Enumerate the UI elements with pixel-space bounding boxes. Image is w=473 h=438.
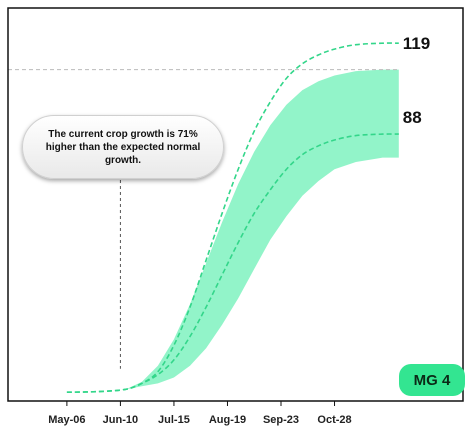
x-tick-label: Jul-15: [158, 414, 190, 426]
callout-text: The current crop growth is 71% higher th…: [45, 128, 201, 166]
band-area: [66, 69, 399, 393]
badge-label: MG 4: [413, 371, 451, 389]
series-layer: [66, 42, 399, 393]
growth-callout: The current crop growth is 71% higher th…: [22, 115, 224, 179]
x-tick-label: Aug-19: [209, 414, 246, 426]
x-tick-label: Sep-23: [263, 414, 299, 426]
x-tick-label: Oct-28: [317, 414, 351, 426]
mg-badge: MG 4: [399, 364, 465, 396]
reference-lines: [8, 69, 399, 369]
end-labels: 119 88: [403, 34, 430, 127]
series-end-label-2: 88: [403, 108, 422, 127]
series-line-2: [66, 133, 399, 393]
x-tick-label: Jun-10: [103, 414, 138, 426]
expected-range-band: [66, 69, 399, 393]
plot-frame: [7, 7, 464, 402]
x-axis: May-06 Jun-10 Jul-15 Aug-19 Sep-23 Oct-28: [48, 401, 352, 426]
x-tick-label: May-06: [48, 414, 85, 426]
series-end-label-1: 119: [403, 34, 430, 53]
